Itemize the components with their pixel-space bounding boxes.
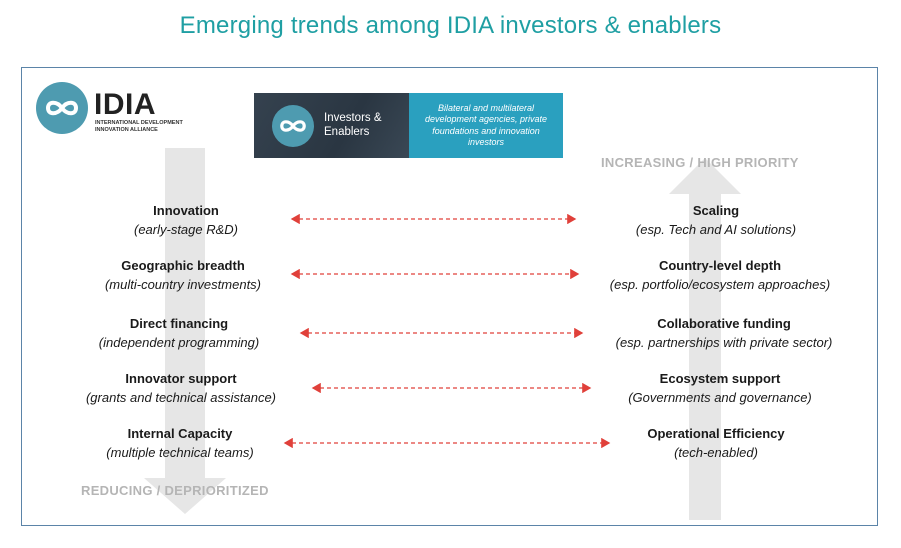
left-item-subtitle: (multi-country investments)	[104, 277, 262, 292]
banner-label-panel: Investors & Enablers	[254, 93, 409, 158]
right-item-scaling: Scaling (esp. Tech and AI solutions)	[566, 201, 866, 239]
left-item-title: Direct financing	[129, 316, 229, 331]
right-item-subtitle: (esp. partnerships with private sector)	[615, 335, 833, 350]
logo-tagline: INTERNATIONAL DEVELOPMENT INNOVATION ALL…	[95, 120, 183, 133]
right-item-collaborative-funding: Collaborative funding (esp. partnerships…	[574, 314, 874, 352]
right-item-subtitle: (Governments and governance)	[628, 390, 812, 405]
left-item-subtitle: (grants and technical assistance)	[85, 390, 277, 405]
left-item-title: Innovation	[153, 203, 219, 218]
left-item-internal-capacity: Internal Capacity (multiple technical te…	[30, 424, 330, 462]
banner-label-line2: Enablers	[324, 126, 370, 138]
right-item-operational-efficiency: Operational Efficiency (tech-enabled)	[566, 424, 866, 462]
left-item-subtitle: (early-stage R&D)	[133, 222, 239, 237]
right-item-ecosystem-support: Ecosystem support (Governments and gover…	[570, 369, 870, 407]
left-item-title: Geographic breadth	[121, 258, 245, 273]
right-item-subtitle: (tech-enabled)	[674, 445, 758, 460]
left-item-direct-financing: Direct financing (independent programmin…	[29, 314, 329, 352]
left-item-subtitle: (independent programming)	[98, 335, 260, 350]
left-item-innovator-support: Innovator support (grants and technical …	[31, 369, 331, 407]
right-item-title: Scaling	[692, 203, 740, 218]
banner-label: Investors & Enablers	[324, 111, 382, 139]
banner-label-line1: Investors &	[324, 112, 382, 124]
right-item-title: Country-level depth	[658, 258, 782, 273]
reducing-label: REDUCING / DEPRIORITIZED	[81, 483, 269, 498]
left-item-subtitle: (multiple technical teams)	[106, 445, 254, 460]
right-item-title: Ecosystem support	[659, 371, 781, 386]
up-arrow	[669, 158, 741, 520]
investors-enablers-banner: Investors & Enablers Bilateral and multi…	[254, 93, 563, 158]
left-item-title: Innovator support	[125, 371, 237, 386]
right-item-subtitle: (esp. portfolio/ecosystem approaches)	[609, 277, 831, 292]
increasing-label: INCREASING / HIGH PRIORITY	[601, 155, 799, 170]
right-item-country-level-depth: Country-level depth (esp. portfolio/ecos…	[570, 256, 870, 294]
banner-description: Bilateral and multilateral development a…	[409, 93, 563, 158]
right-item-subtitle: (esp. Tech and AI solutions)	[635, 222, 797, 237]
infinity-icon	[272, 105, 314, 147]
left-item-innovation: Innovation (early-stage R&D)	[36, 201, 336, 239]
page-title: Emerging trends among IDIA investors & e…	[179, 12, 722, 39]
left-item-title: Internal Capacity	[127, 426, 233, 441]
infinity-icon	[36, 82, 88, 134]
right-item-title: Collaborative funding	[657, 316, 791, 331]
left-item-geographic-breadth: Geographic breadth (multi-country invest…	[33, 256, 333, 294]
right-item-title: Operational Efficiency	[647, 426, 785, 441]
idia-logo: IDIA INTERNATIONAL DEVELOPMENT INNOVATIO…	[36, 82, 183, 138]
logo-wordmark: IDIA	[94, 88, 156, 121]
down-arrow	[144, 148, 226, 514]
